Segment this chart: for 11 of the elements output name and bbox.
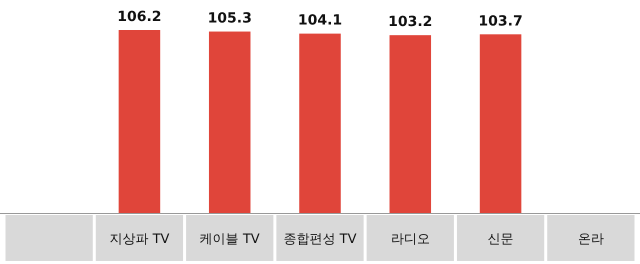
x-tick-label: 종합편성 TV (284, 232, 357, 247)
data-label: 103.2 (388, 14, 432, 30)
x-tick-label: 라디오 (390, 232, 430, 247)
data-label: 106.2 (117, 9, 162, 25)
x-tick-label: 지상파 TV (109, 232, 170, 247)
x-tick-label: 케이블 TV (200, 232, 260, 247)
x-tick-label: 온라 (578, 232, 604, 247)
data-label: 103.7 (478, 13, 523, 30)
data-label: 105.3 (208, 10, 252, 27)
x-tick-label: 신문 (488, 232, 514, 247)
data-label: 104.1 (298, 12, 342, 29)
